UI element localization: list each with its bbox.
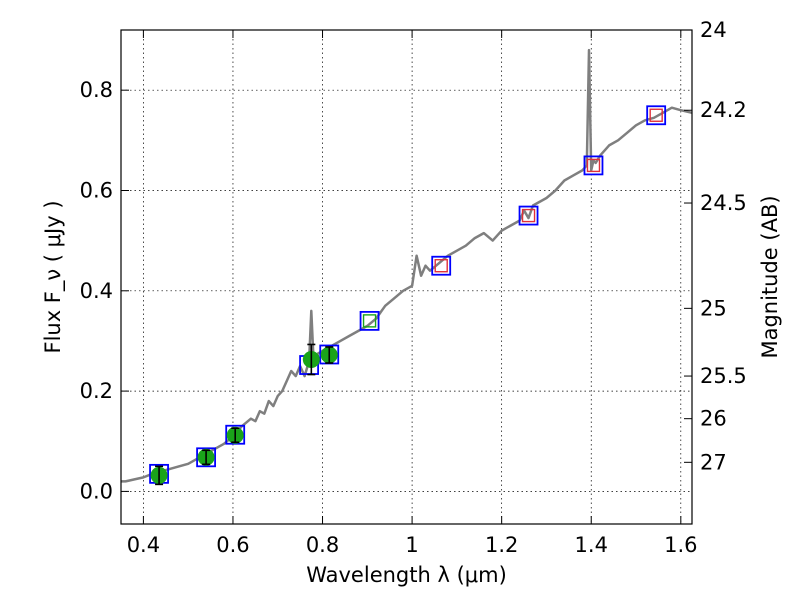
y-tick-label: 0.8 [80, 78, 113, 102]
right-tick-label: 25 [700, 296, 727, 320]
right-tick-label: 24.2 [700, 98, 747, 122]
model-inner-marker [586, 158, 601, 173]
x-tick-label: 1.6 [664, 533, 697, 557]
model-box-marker [646, 105, 667, 126]
model-box-marker [431, 255, 452, 276]
x-tick-label: 1 [405, 533, 418, 557]
right-tick-label: 27 [700, 450, 727, 474]
y-axis-label: Flux F_ν ( μJy ) [41, 200, 66, 353]
model-inner-marker [362, 314, 377, 328]
axis-ticks: 0.4 0.6 0.8 1 1.2 1.4 1.6 0.0 0.2 0.4 0.6 0.8 24 24.2… [80, 18, 747, 557]
right-tick-label: 24.5 [700, 191, 747, 215]
plot-frame [120, 29, 693, 525]
x-tick-label: 1.2 [485, 533, 518, 557]
model-box-marker [196, 447, 216, 468]
spectrum-line [121, 48, 693, 483]
model-box-marker [518, 205, 539, 226]
model-box-marker [359, 310, 380, 331]
model-inner-marker [649, 108, 663, 122]
x-axis-label: Wavelength λ (μm) [306, 563, 507, 587]
right-tick-label: 24 [700, 18, 727, 42]
photometry-markers [149, 105, 667, 486]
x-tick-label: 0.6 [216, 533, 249, 557]
x-tick-label: 1.4 [575, 533, 608, 557]
y-tick-label: 0.4 [80, 279, 113, 303]
x-tick-label: 0.8 [306, 533, 339, 557]
spectrum-series [121, 48, 693, 483]
y-tick-label: 0.6 [80, 178, 113, 202]
model-inner-marker [521, 208, 536, 223]
y-tick-label: 0.2 [80, 379, 113, 403]
model-box-marker [583, 155, 604, 176]
x-tick-label: 0.4 [127, 533, 160, 557]
y-tick-label: 0.0 [80, 479, 113, 503]
right-tick-label: 26 [700, 407, 727, 431]
right-tick-label: 25.5 [700, 364, 747, 388]
model-inner-marker [434, 259, 448, 273]
right-axis-label: Magnitude (AB) [758, 195, 782, 358]
